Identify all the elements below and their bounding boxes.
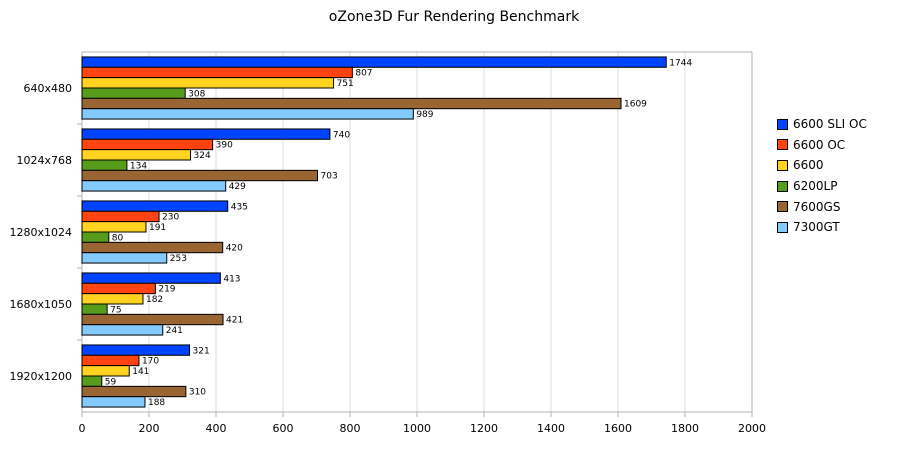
legend-swatch (777, 201, 788, 213)
x-tick-label: 800 (340, 422, 361, 435)
bar-6200lp (81, 231, 110, 243)
y-category-label: 1680x1050 (10, 298, 73, 311)
x-tick-label: 1200 (470, 422, 498, 435)
data-label: 219 (158, 285, 175, 295)
bar-6600-oc (81, 354, 140, 367)
bar-6600 (81, 365, 130, 377)
bar-6600 (81, 149, 192, 161)
data-label: 751 (337, 79, 354, 89)
y-category-label: 640x480 (23, 82, 72, 95)
bar-7600gs (81, 97, 622, 110)
legend-label: 7300GT (793, 220, 840, 235)
data-label: 740 (333, 130, 350, 140)
data-label: 420 (226, 244, 243, 254)
legend-label: 6600 (793, 158, 824, 173)
data-label: 807 (355, 69, 372, 79)
legend-item: 6600 SLI OC (777, 114, 867, 135)
bar-7300gt (81, 180, 227, 192)
x-tick-label: 2000 (738, 422, 766, 435)
legend-item: 6600 OC (777, 135, 867, 156)
bar-7300gt (81, 108, 414, 120)
data-label: 413 (223, 274, 240, 284)
data-label: 321 (193, 346, 210, 356)
y-category-label: 1920x1200 (10, 370, 73, 383)
data-label: 182 (146, 295, 163, 305)
bar-6600 (81, 293, 144, 305)
data-label: 390 (216, 141, 233, 151)
legend-label: 6200LP (793, 179, 838, 194)
bar-7300gt (81, 252, 168, 264)
y-category-label: 1280x1024 (10, 226, 73, 239)
x-tick-label: 1000 (403, 422, 431, 435)
x-tick-label: 600 (273, 422, 294, 435)
data-label: 308 (188, 89, 205, 99)
bar-6600-sli-oc (81, 344, 191, 356)
data-label: 230 (162, 213, 179, 223)
data-label: 188 (148, 398, 165, 408)
bar-6600-oc (81, 282, 156, 295)
legend-swatch (777, 139, 788, 151)
legend-label: 6600 OC (793, 137, 846, 152)
legend-swatch (777, 221, 788, 233)
bar-6200lp (81, 159, 128, 171)
data-label: 59 (105, 377, 117, 387)
bar-7600gs (81, 385, 187, 398)
data-label: 989 (416, 110, 433, 120)
bar-6200lp (81, 87, 186, 99)
legend-swatch (777, 159, 788, 171)
data-label: 75 (110, 305, 121, 315)
bar-7600gs (81, 169, 319, 182)
data-label: 191 (149, 223, 166, 233)
bar-6200lp (81, 375, 103, 387)
bar-7600gs (81, 241, 224, 254)
y-category-label: 1024x768 (17, 154, 73, 167)
data-label: 429 (229, 182, 246, 192)
data-label: 170 (142, 357, 159, 367)
data-label: 435 (231, 202, 248, 212)
x-tick-label: 1400 (537, 422, 565, 435)
legend-item: 6200LP (777, 176, 867, 197)
bar-6600 (81, 221, 147, 233)
x-tick-label: 1800 (671, 422, 699, 435)
data-label: 310 (189, 388, 206, 398)
legend-item: 7300GT (777, 217, 867, 238)
data-label: 141 (132, 367, 149, 377)
legend-swatch (777, 118, 788, 130)
data-label: 324 (194, 151, 211, 161)
bar-6600-oc (81, 138, 214, 151)
bar-6600-sli-oc (81, 200, 229, 212)
data-label: 241 (166, 326, 183, 336)
legend: 6600 SLI OC 6600 OC 6600 6200LP 7600GS 7300GT (777, 114, 867, 238)
data-label: 1609 (624, 100, 647, 110)
data-label: 1744 (669, 58, 692, 68)
legend-item: 7600GS (777, 196, 867, 217)
x-tick-label: 0 (79, 422, 86, 435)
bar-6600-oc (81, 66, 353, 79)
x-tick-label: 400 (206, 422, 227, 435)
bar-7300gt (81, 324, 164, 336)
bar-6600 (81, 77, 335, 89)
bar-7300gt (81, 396, 146, 408)
data-label: 253 (170, 254, 187, 264)
x-tick-label: 200 (139, 422, 160, 435)
legend-item: 6600 (777, 155, 867, 176)
bar-7600gs (81, 313, 224, 326)
legend-label: 7600GS (793, 199, 841, 214)
data-label: 134 (130, 161, 147, 171)
legend-label: 6600 SLI OC (793, 117, 867, 132)
data-label: 80 (112, 233, 124, 243)
bar-6600-oc (81, 210, 160, 223)
bar-6600-sli-oc (81, 128, 331, 140)
legend-swatch (777, 180, 788, 192)
chart-title: oZone3D Fur Rendering Benchmark (328, 9, 580, 25)
bar-6600-sli-oc (81, 272, 221, 284)
bar-6600-sli-oc (81, 56, 667, 68)
data-label: 703 (321, 172, 338, 182)
data-label: 421 (226, 316, 243, 326)
bar-6200lp (81, 303, 108, 315)
x-tick-label: 1600 (604, 422, 632, 435)
